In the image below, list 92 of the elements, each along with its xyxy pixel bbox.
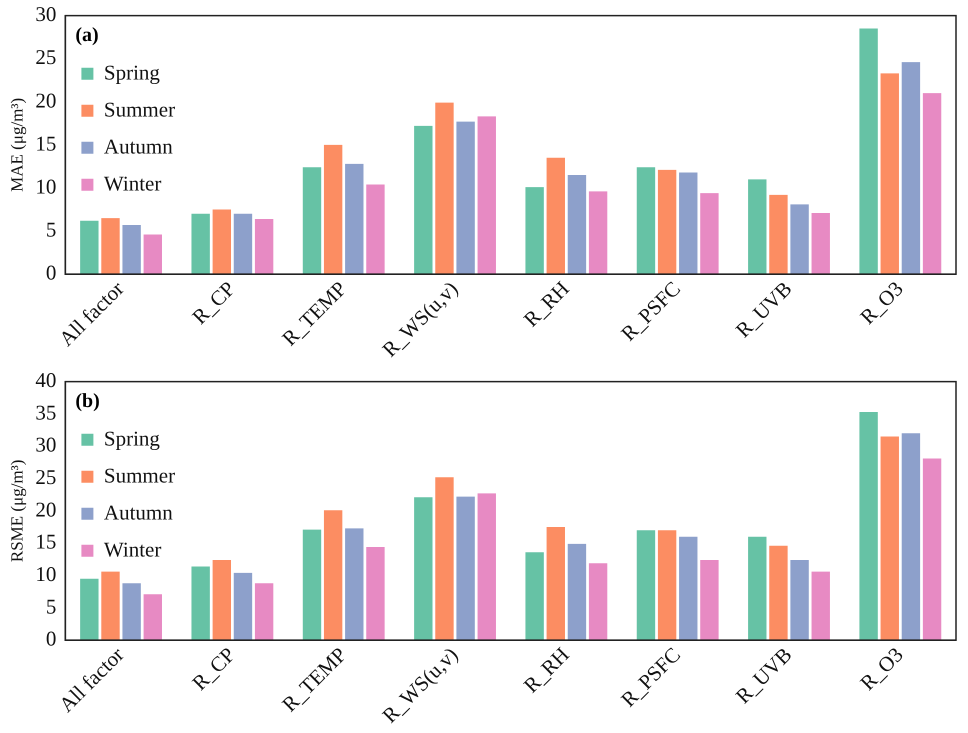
- bar: [345, 164, 364, 274]
- bar: [478, 493, 496, 640]
- y-tick-label: 20: [35, 88, 56, 112]
- annotation: (a): [75, 24, 99, 46]
- bar: [658, 170, 676, 274]
- y-tick-label: 10: [35, 562, 56, 586]
- y-tick-label: 5: [46, 218, 56, 242]
- y-tick-label: 25: [35, 465, 56, 490]
- legend-label: Summer: [104, 97, 176, 122]
- y-tick-label: 15: [35, 530, 56, 554]
- bar: [234, 572, 252, 640]
- y-tick-label: 5: [46, 594, 56, 618]
- legend-label: Spring: [104, 426, 160, 450]
- legend-label: Autumn: [104, 500, 174, 524]
- bar: [679, 536, 698, 640]
- bar: [790, 204, 809, 274]
- bar: [679, 172, 698, 274]
- bar: [700, 193, 719, 274]
- bar: [748, 536, 766, 640]
- legend-label: Autumn: [104, 134, 174, 158]
- bar: [254, 583, 274, 640]
- bar: [212, 560, 232, 640]
- bar: [144, 234, 162, 274]
- bar: [324, 510, 342, 640]
- bar: [769, 546, 788, 640]
- bar: [324, 144, 342, 274]
- bar: [456, 496, 475, 640]
- bar: [435, 102, 454, 274]
- y-tick-label: 30: [35, 2, 56, 26]
- bar: [144, 594, 162, 640]
- bar: [80, 578, 99, 640]
- bar: [880, 436, 899, 640]
- bar: [212, 209, 232, 274]
- legend-label: Winter: [104, 171, 162, 196]
- bar: [790, 560, 809, 640]
- bar: [80, 220, 99, 274]
- y-axis-title: MAE (μg/m³): [8, 98, 27, 192]
- bar: [122, 583, 141, 640]
- bar: [101, 572, 120, 640]
- bar: [588, 563, 608, 640]
- y-tick-label: 40: [35, 368, 56, 392]
- bar: [636, 167, 656, 274]
- y-axis-title: RSME (μg/m³): [8, 460, 27, 562]
- bar: [568, 544, 586, 640]
- bar: [769, 194, 788, 274]
- y-tick-label: 0: [46, 626, 56, 651]
- bar: [859, 412, 878, 640]
- bar: [191, 214, 210, 274]
- bar: [812, 572, 830, 640]
- bar: [880, 73, 899, 274]
- bar: [546, 158, 565, 274]
- bar: [525, 187, 544, 274]
- bar: [568, 175, 586, 274]
- bar: [414, 126, 433, 274]
- y-tick-label: 30: [35, 432, 56, 457]
- bar: [546, 527, 565, 640]
- bar: [456, 122, 475, 274]
- bar: [302, 530, 322, 640]
- legend-label: Spring: [104, 60, 160, 84]
- bar: [859, 28, 878, 274]
- bar: [700, 560, 719, 640]
- bar: [902, 433, 920, 640]
- y-tick-label: 15: [35, 131, 56, 156]
- bar: [366, 547, 385, 640]
- bar: [366, 184, 385, 274]
- legend-label: Winter: [104, 537, 162, 562]
- legend-label: Summer: [104, 463, 176, 488]
- y-tick-label: 25: [35, 45, 56, 70]
- bar: [191, 566, 210, 640]
- bar: [345, 528, 364, 640]
- bar: [302, 167, 322, 274]
- y-tick-label: 10: [35, 174, 56, 198]
- bar: [254, 218, 274, 274]
- bar: [902, 62, 920, 274]
- bar: [101, 218, 120, 274]
- bar: [658, 530, 676, 640]
- bar: [435, 477, 454, 640]
- bar: [922, 93, 942, 274]
- bar: [922, 458, 942, 640]
- y-tick-label: 0: [46, 260, 56, 285]
- bar: [122, 225, 141, 274]
- bar: [636, 530, 656, 640]
- bar: [478, 116, 496, 274]
- bar: [588, 191, 608, 274]
- y-tick-label: 35: [35, 400, 56, 424]
- bar: [525, 552, 544, 640]
- bar: [414, 497, 433, 640]
- bar: [748, 179, 766, 274]
- annotation: (b): [75, 390, 100, 412]
- bar: [234, 214, 252, 274]
- y-tick-label: 20: [35, 497, 56, 522]
- bar: [812, 212, 830, 274]
